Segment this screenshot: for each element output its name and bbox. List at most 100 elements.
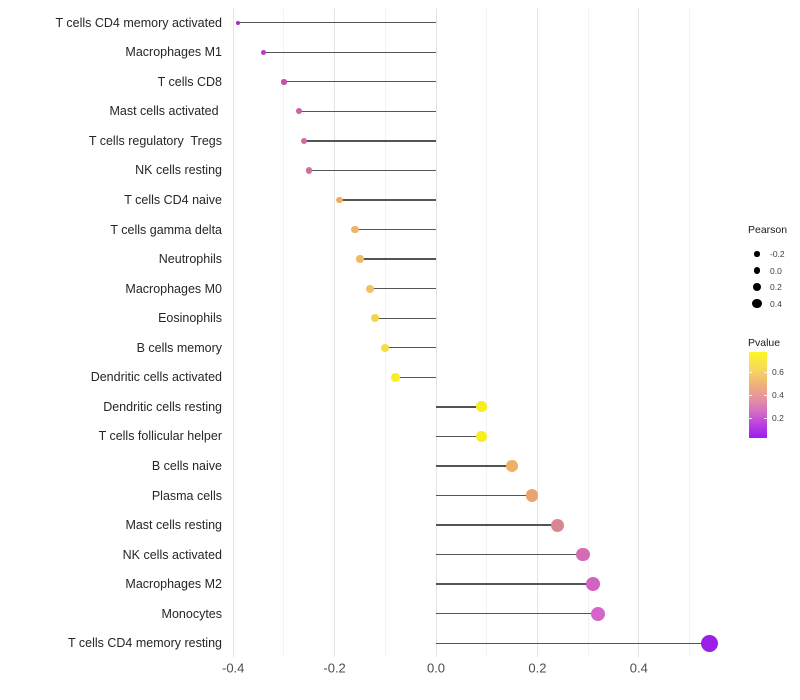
lollipop-stem [299, 110, 436, 113]
y-axis-label: NK cells activated [122, 547, 222, 562]
lollipop-dot [281, 79, 287, 85]
x-axis-tick-label: -0.4 [221, 660, 245, 676]
lollipop-dot [476, 430, 488, 442]
lollipop-stem [436, 494, 533, 497]
lollipop-stem [263, 51, 436, 53]
legend-size-dot [753, 267, 761, 274]
lollipop-dot [551, 518, 565, 532]
lollipop-stem [385, 347, 436, 349]
gridline-major [536, 8, 538, 657]
pvalue-colorbar [749, 352, 767, 438]
gridline-minor [689, 8, 690, 657]
colorbar-tick [764, 395, 767, 396]
lollipop-dot [366, 284, 374, 293]
lollipop-stem [436, 435, 482, 438]
colorbar-label: 0.4 [772, 390, 784, 400]
lollipop-dot [391, 373, 400, 382]
legend-size-dot [753, 283, 761, 291]
y-axis-label: Macrophages M1 [125, 45, 222, 60]
y-axis-label: Mast cells activated [109, 104, 222, 119]
y-axis-label: Dendritic cells activated [90, 370, 222, 385]
lollipop-dot [351, 225, 359, 234]
y-axis-label: Macrophages M2 [125, 577, 222, 592]
lollipop-stem [395, 376, 436, 378]
lollipop-dot [306, 167, 313, 174]
lollipop-stem [436, 553, 584, 556]
colorbar-tick [764, 372, 767, 374]
y-axis-label: NK cells resting [135, 163, 222, 178]
lollipop-stem [436, 583, 594, 585]
lollipop-stem [339, 199, 436, 201]
y-axis-label: T cells follicular helper [98, 429, 222, 444]
lollipop-dot [701, 634, 719, 652]
colorbar-tick [749, 395, 752, 396]
legend-pearson-title: Pearson [748, 224, 788, 236]
x-axis-tick-label: 0.2 [528, 660, 547, 676]
lollipop-dot [336, 196, 344, 204]
lollipop-stem [375, 317, 436, 319]
y-axis-label: T cells regulatory Tregs [88, 133, 222, 148]
lollipop-dot [381, 343, 390, 352]
lollipop-stem [370, 287, 436, 290]
colorbar-label: 0.2 [772, 412, 784, 423]
y-axis-label: Eosinophils [158, 311, 222, 326]
lollipop-stem [304, 140, 436, 142]
lollipop-stem [309, 169, 436, 172]
lollipop-dot [236, 20, 241, 25]
y-axis-label: T cells CD4 memory activated [55, 15, 223, 30]
legend-size-dot [752, 298, 762, 309]
lollipop-stem [283, 81, 436, 83]
legend-size-label: 0.4 [770, 298, 782, 309]
lollipop-stem [436, 524, 558, 526]
lollipop-stem [436, 642, 710, 644]
legend-size-label: 0.0 [770, 265, 782, 276]
gridline-minor [283, 8, 285, 657]
lollipop-dot [261, 49, 267, 55]
lollipop-stem [436, 465, 513, 467]
gridline-minor [486, 8, 488, 657]
y-axis-label: Neutrophils [158, 252, 222, 267]
y-axis-label: B cells memory [136, 340, 222, 355]
lollipop-stem [436, 406, 482, 408]
colorbar-tick [749, 417, 752, 419]
legend-size-label: -0.2 [770, 249, 785, 259]
gridline-minor [384, 8, 386, 657]
y-axis-label: Macrophages M0 [125, 281, 222, 296]
gridline-major [638, 8, 640, 657]
lollipop-dot [506, 460, 518, 472]
colorbar-tick [749, 372, 752, 374]
gridline-major [232, 8, 234, 657]
y-axis-label: T cells CD4 memory resting [68, 636, 222, 651]
lollipop-dot [371, 314, 380, 323]
y-axis-label: Mast cells resting [125, 518, 222, 533]
lollipop-dot [476, 401, 488, 413]
legend-size-label: 0.2 [770, 282, 782, 292]
lollipop-dot [526, 489, 539, 502]
colorbar-tick [764, 417, 767, 419]
x-axis-tick-label: -0.2 [323, 660, 346, 676]
lollipop-dot [296, 108, 303, 115]
lollipop-dot [576, 547, 590, 562]
y-axis-label: T cells CD4 naive [124, 193, 222, 207]
gridline-minor [587, 8, 589, 657]
legend-size-dot [754, 251, 760, 257]
y-axis-label: Monocytes [161, 606, 222, 621]
lollipop-dot [591, 606, 606, 621]
y-axis-label: T cells CD8 [157, 74, 222, 89]
gridline-major [334, 8, 336, 657]
x-axis-tick-label: 0.4 [629, 660, 648, 676]
lollipop-stem [359, 258, 436, 260]
y-axis-label: T cells gamma delta [110, 222, 222, 237]
y-axis-label: Dendritic cells resting [103, 399, 222, 414]
lollipop-dot [301, 137, 308, 144]
legend-pvalue-title: Pvalue [748, 337, 781, 349]
lollipop-dot [586, 577, 601, 592]
y-axis-label: Plasma cells [151, 488, 222, 503]
lollipop-stem [436, 613, 599, 615]
lollipop-stem [354, 228, 436, 231]
x-axis-tick-label: 0.0 [426, 660, 446, 676]
lollipop-dot [356, 255, 364, 263]
y-axis-label: B cells naive [151, 458, 222, 473]
gridline-major [435, 8, 437, 657]
